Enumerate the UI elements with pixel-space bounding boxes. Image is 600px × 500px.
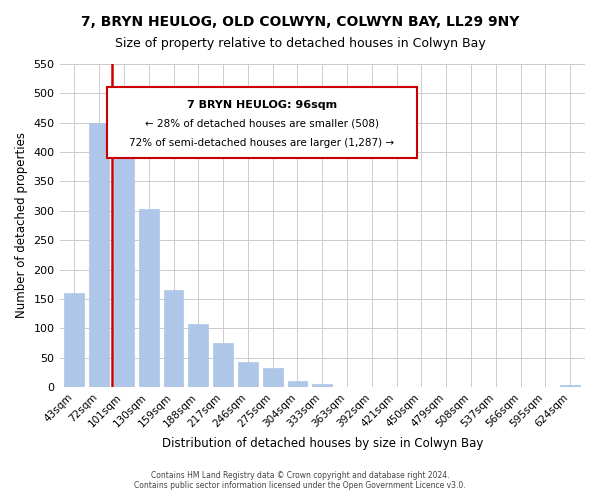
Text: 7 BRYN HEULOG: 96sqm: 7 BRYN HEULOG: 96sqm (187, 100, 337, 110)
Bar (238, 362, 258, 387)
FancyBboxPatch shape (107, 86, 417, 158)
Bar (139, 209, 158, 387)
Text: 72% of semi-detached houses are larger (1,287) →: 72% of semi-detached houses are larger (… (129, 138, 394, 148)
Text: Size of property relative to detached houses in Colwyn Bay: Size of property relative to detached ho… (115, 38, 485, 51)
Bar (287, 381, 307, 387)
X-axis label: Distribution of detached houses by size in Colwyn Bay: Distribution of detached houses by size … (161, 437, 483, 450)
Bar (213, 344, 233, 387)
Text: ← 28% of detached houses are smaller (508): ← 28% of detached houses are smaller (50… (145, 119, 379, 129)
Bar (263, 368, 283, 387)
Bar (164, 290, 184, 387)
Bar (313, 384, 332, 387)
Text: Contains HM Land Registry data © Crown copyright and database right 2024.
Contai: Contains HM Land Registry data © Crown c… (134, 470, 466, 490)
Bar (114, 132, 134, 387)
Text: 7, BRYN HEULOG, OLD COLWYN, COLWYN BAY, LL29 9NY: 7, BRYN HEULOG, OLD COLWYN, COLWYN BAY, … (81, 15, 519, 29)
Bar (188, 324, 208, 387)
Bar (64, 293, 85, 387)
Bar (89, 122, 109, 387)
Y-axis label: Number of detached properties: Number of detached properties (15, 132, 28, 318)
Bar (560, 385, 580, 387)
